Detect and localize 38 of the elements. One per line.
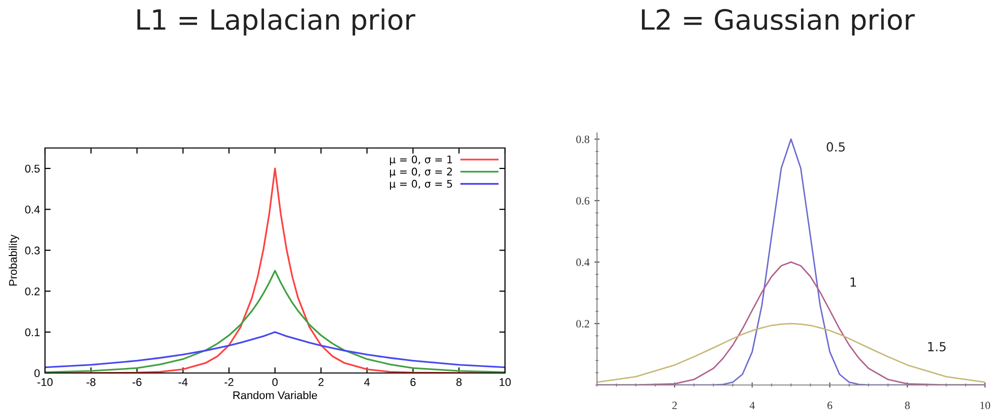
y-tick-label: 0 (34, 369, 40, 378)
y-tick-label: 0.4 (25, 206, 40, 214)
x-tick-label: 8 (905, 402, 910, 410)
y-tick-label: 0.2 (25, 287, 40, 296)
legend-label: μ = 0, σ = 1 (390, 155, 452, 166)
x-axis-title: Random Variable (233, 390, 318, 400)
y-tick-label: 0.8 (576, 136, 590, 144)
x-tick-label: 10 (500, 378, 511, 386)
x-tick-label: 8 (456, 378, 462, 386)
x-tick-label: 6 (410, 378, 416, 386)
y-tick-label: 0.4 (576, 258, 590, 266)
x-tick-label: 6 (828, 402, 832, 410)
legend-label: μ = 0, σ = 2 (390, 168, 452, 178)
y-tick-label: 0.3 (25, 246, 40, 254)
x-tick-label: 2 (672, 402, 677, 410)
x-tick-label: 0 (272, 378, 278, 386)
legend-label: μ = 0, σ = 5 (390, 180, 452, 190)
y-axis-title: Probability (8, 234, 20, 286)
x-tick-label: 4 (750, 402, 755, 410)
text: 1 (850, 278, 856, 287)
x-tick-label: 2 (318, 378, 324, 386)
chart-title: L1 = Laplacian prior (137, 8, 416, 36)
y-tick-label: 0.1 (25, 328, 40, 336)
x-tick-label: 10 (980, 402, 990, 410)
x-tick-label: -10 (37, 378, 53, 386)
series-label: 1.5 (928, 342, 946, 352)
x-tick-label: 4 (364, 378, 370, 386)
y-tick-label: 0.5 (25, 164, 40, 173)
line-series (45, 331, 505, 368)
text: 0.5 (826, 142, 845, 152)
chart-title: L2 = Gaussian prior (642, 8, 915, 36)
y-tick-label: 0.6 (576, 197, 590, 205)
line-series (597, 322, 985, 383)
y-tick-label: 0.2 (576, 320, 590, 328)
x-tick-label: -6 (132, 378, 142, 386)
x-tick-label: -8 (86, 378, 96, 386)
x-tick-label: -4 (178, 378, 188, 386)
x-tick-label: -2 (224, 378, 234, 386)
